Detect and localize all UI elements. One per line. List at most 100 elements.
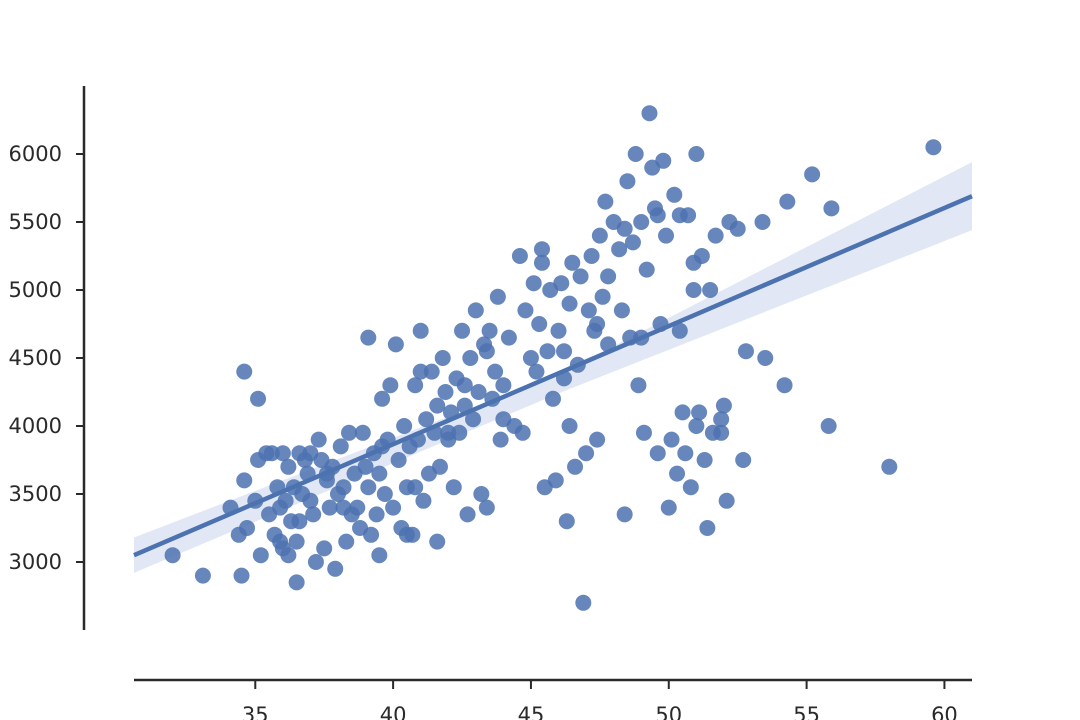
x-axis-ticks: 35 40 45 50 55 60	[242, 680, 958, 720]
data-point-204	[272, 499, 289, 516]
data-point-59	[376, 486, 393, 502]
data-point-183	[779, 193, 796, 210]
data-point-64	[390, 452, 407, 468]
data-point-109	[528, 363, 545, 380]
data-point-62	[385, 499, 402, 516]
data-point-168	[696, 452, 713, 468]
data-point-42	[332, 438, 349, 455]
x-tick-label-40: 40	[380, 703, 407, 720]
data-point-147	[638, 261, 655, 278]
data-point-121	[561, 295, 578, 312]
y-tick-label-4500: 4500	[9, 346, 62, 370]
data-point-89	[459, 506, 476, 523]
data-point-57	[371, 547, 388, 564]
data-point-101	[492, 431, 509, 448]
data-point-164	[685, 282, 702, 298]
data-point-116	[547, 472, 564, 489]
data-point-44	[338, 533, 355, 550]
data-point-175	[718, 492, 735, 509]
data-point-160	[674, 404, 691, 421]
data-point-74	[418, 411, 435, 428]
data-point-153	[655, 152, 672, 169]
data-point-53	[360, 479, 377, 496]
data-point-145	[633, 214, 650, 230]
y-axis-ticks: 3000 3500 4000 4500 5000 5500 6000	[9, 142, 84, 574]
data-point-129	[583, 248, 600, 264]
data-point-132	[591, 227, 608, 244]
data-point-91	[465, 411, 482, 428]
data-point-84	[445, 479, 462, 496]
data-point-90	[462, 350, 479, 366]
data-point-146	[635, 424, 652, 441]
data-point-191	[335, 499, 352, 516]
data-point-207	[407, 479, 424, 496]
data-point-118	[553, 275, 570, 292]
data-point-99	[487, 363, 504, 380]
data-point-197	[514, 424, 531, 441]
data-point-100	[489, 288, 506, 305]
data-point-63	[387, 336, 404, 353]
y-tick-label-5500: 5500	[9, 210, 62, 234]
data-point-198	[561, 418, 578, 434]
data-point-127	[578, 445, 595, 462]
data-point-208	[429, 533, 446, 550]
data-point-108	[525, 275, 542, 292]
data-point-0	[164, 547, 181, 564]
data-point-212	[556, 343, 573, 360]
confidence-band	[134, 162, 972, 573]
data-point-195	[440, 424, 457, 441]
data-point-187	[881, 458, 898, 475]
data-point-173	[713, 424, 730, 441]
data-point-165	[688, 146, 705, 162]
data-point-133	[594, 288, 611, 305]
y-tick-label-5000: 5000	[9, 278, 62, 302]
data-point-185	[820, 418, 837, 434]
data-point-131	[589, 431, 606, 448]
confidence-band-layer	[134, 162, 972, 573]
data-point-166	[691, 404, 708, 421]
data-point-36	[316, 540, 333, 557]
data-point-151	[649, 445, 666, 462]
data-point-194	[412, 363, 429, 380]
regression-line	[133, 194, 973, 558]
x-tick-label-50: 50	[655, 703, 682, 720]
data-point-115	[545, 390, 561, 407]
data-point-48	[349, 499, 366, 516]
data-point-122	[564, 254, 581, 271]
data-point-178	[735, 452, 752, 468]
data-point-120	[558, 513, 575, 530]
data-point-111	[533, 254, 550, 271]
data-point-24	[288, 574, 305, 591]
y-tick-label-4000: 4000	[9, 414, 62, 438]
data-point-144	[630, 377, 647, 394]
data-point-18	[274, 445, 291, 462]
data-point-61	[382, 377, 399, 394]
data-point-32	[305, 506, 322, 523]
data-point-50	[354, 424, 371, 441]
data-point-76	[423, 363, 440, 380]
data-point-123	[567, 458, 584, 475]
data-point-52	[360, 329, 377, 346]
data-point-200	[616, 220, 633, 237]
data-point-128	[580, 302, 597, 319]
data-point-148	[641, 105, 658, 122]
data-point-117	[550, 322, 567, 339]
data-point-34	[310, 431, 327, 448]
data-point-113	[539, 343, 556, 360]
data-point-196	[478, 343, 495, 360]
data-point-216	[688, 418, 705, 434]
data-point-93	[470, 384, 487, 400]
x-tick-label-55: 55	[793, 703, 820, 720]
data-point-184	[804, 166, 821, 183]
data-point-202	[685, 254, 702, 271]
y-tick-label-3000: 3000	[9, 550, 62, 574]
data-point-181	[757, 350, 774, 366]
regression-line-layer	[133, 194, 973, 558]
data-point-125	[572, 268, 589, 285]
data-point-170	[702, 282, 719, 298]
data-point-103	[500, 329, 517, 346]
data-point-180	[754, 214, 771, 230]
data-point-193	[398, 526, 415, 543]
data-point-201	[649, 207, 666, 224]
